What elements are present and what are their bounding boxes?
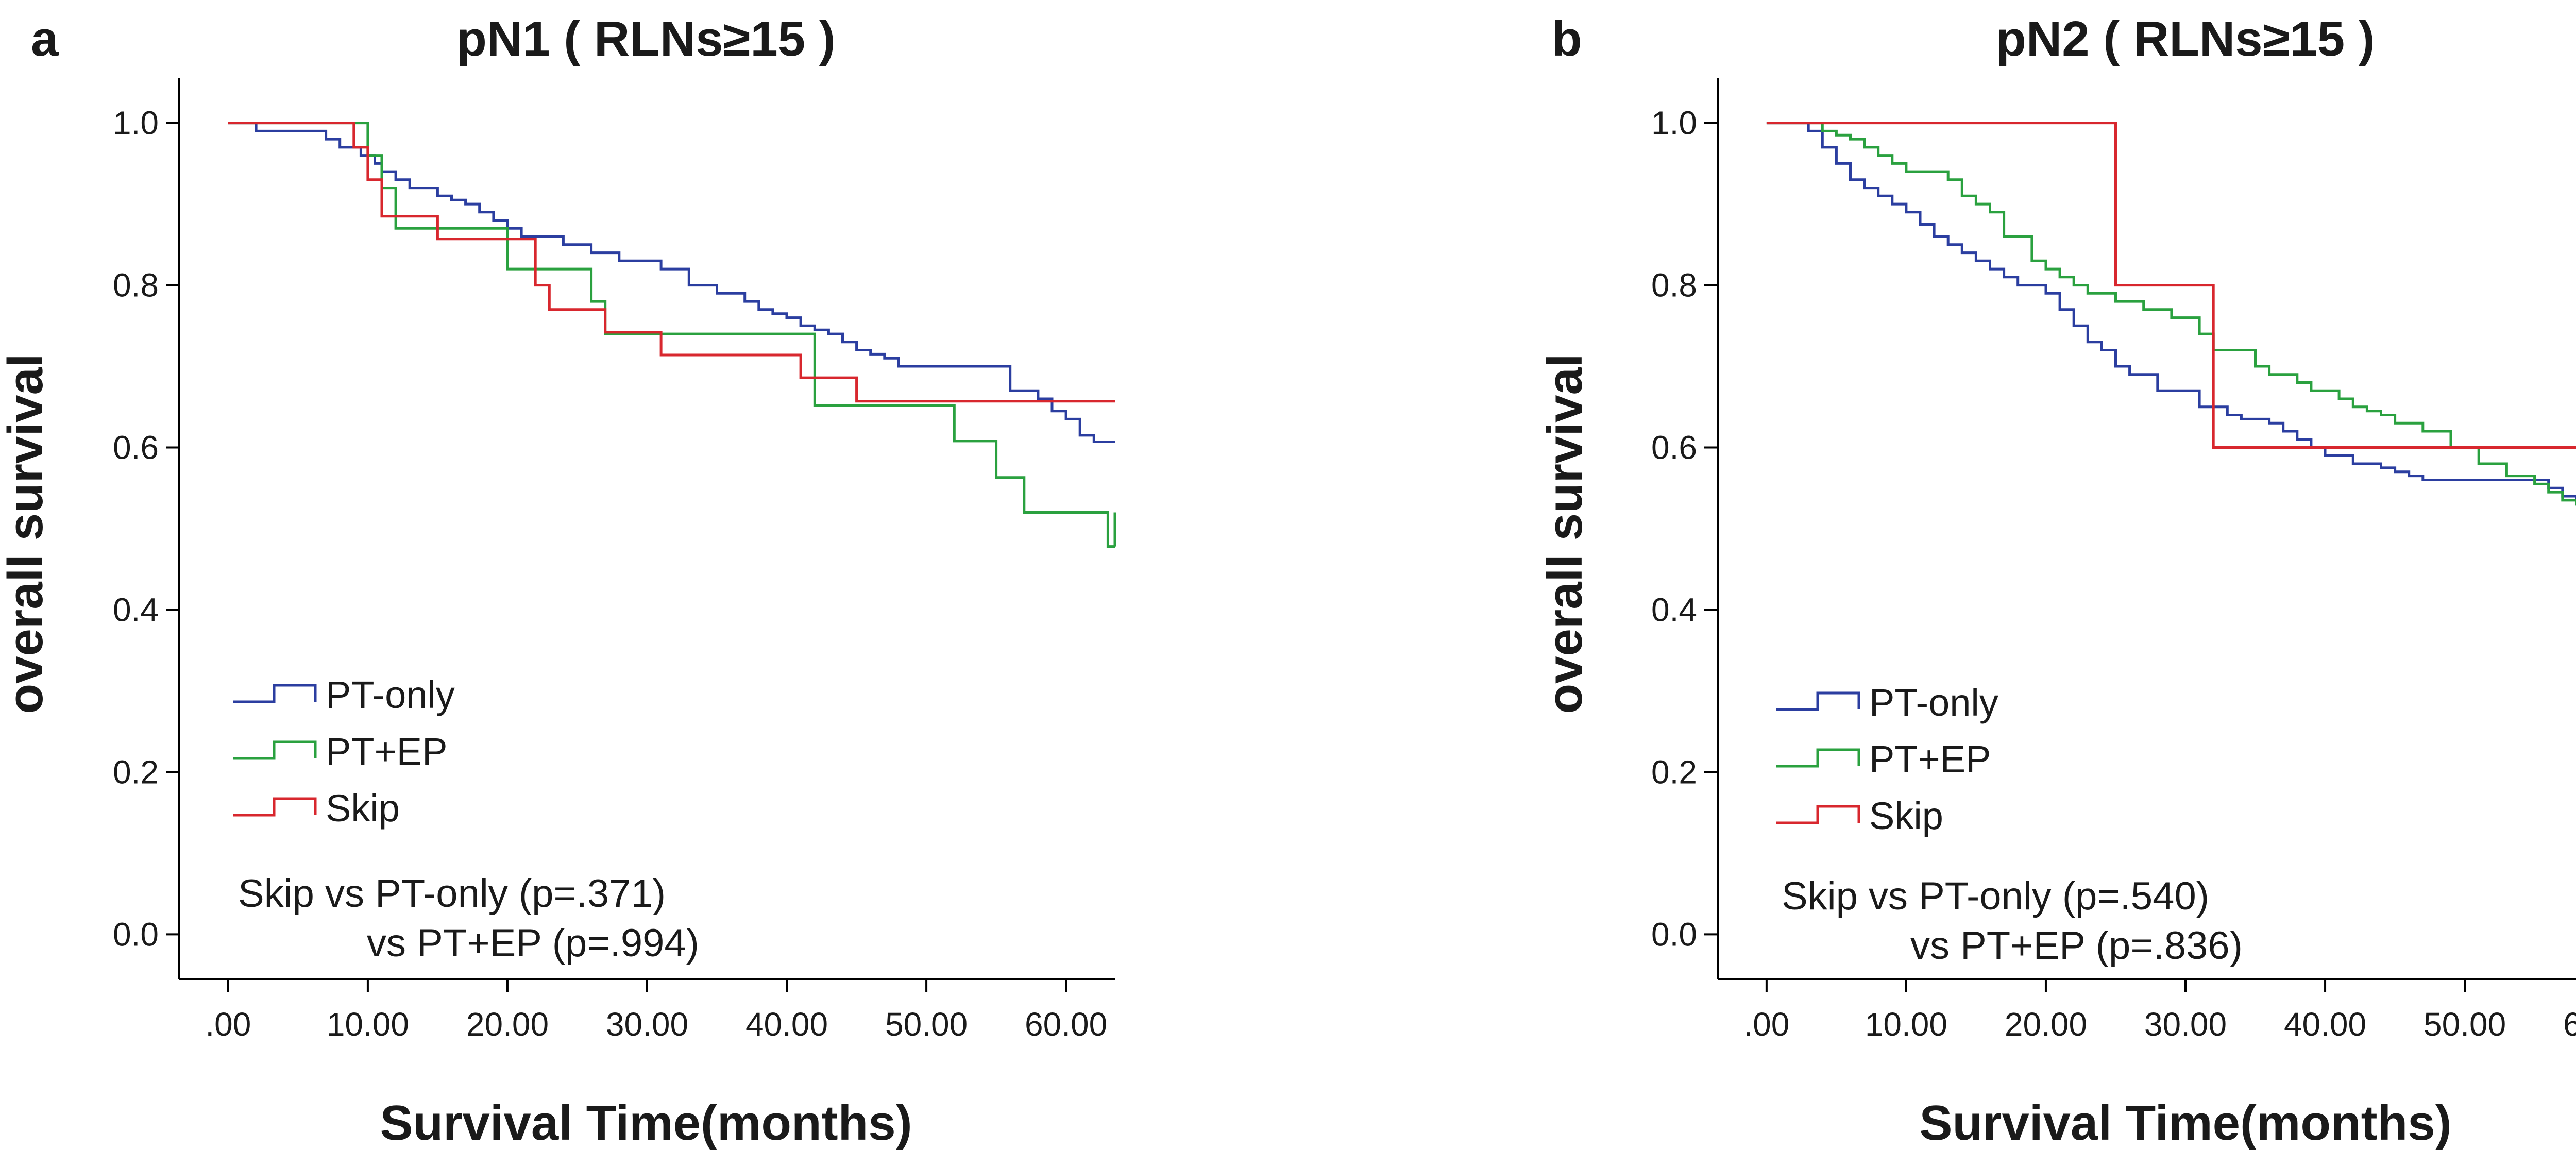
legend-swatch — [233, 740, 317, 760]
legend-label: PT+EP — [326, 730, 448, 773]
y-tick-label: 0.8 — [113, 267, 159, 304]
legend: PT-only PT+EP Skip — [1776, 681, 1998, 837]
annotation-line: Skip vs PT-only (p=.371) — [238, 872, 666, 916]
x-tick-label: 20.00 — [466, 1006, 549, 1043]
y-tick-label: 1.0 — [113, 105, 159, 142]
survival-curve-pt-ep — [228, 122, 1116, 548]
y-tick-label: 0.4 — [113, 591, 159, 628]
panel-label: a — [31, 11, 59, 66]
x-tick-label: 60.00 — [1025, 1006, 1107, 1043]
survival-curve-pt-only — [228, 122, 1115, 443]
panel-label: b — [1552, 11, 1582, 66]
x-tick-label: .00 — [205, 1006, 251, 1043]
x-tick-label: 20.00 — [2005, 1006, 2087, 1043]
x-tick-label: .00 — [1743, 1006, 1789, 1043]
legend-label: Skip — [1869, 795, 1943, 837]
legend-swatch — [233, 684, 317, 703]
x-tick-label: 30.00 — [2144, 1006, 2227, 1043]
annotation-line: Skip vs PT-only (p=.540) — [1782, 874, 2209, 918]
legend-label: PT-only — [1869, 681, 1998, 724]
survival-curve-pt-only — [1766, 122, 2576, 506]
y-axis-title: overall survival — [1537, 353, 1592, 714]
y-tick-label: 0.2 — [1651, 753, 1697, 790]
legend-label: Skip — [326, 787, 400, 830]
y-tick-label: 0.0 — [113, 916, 159, 953]
chart-panel-a: a pN1 ( RLNs≥15 ) 0.0 0.2 0.4 0.6 0.8 1.0 .00 10.… — [0, 11, 1116, 1151]
legend-swatch — [1776, 805, 1860, 824]
x-tick-label: 50.00 — [885, 1006, 968, 1043]
survival-curve-pt-ep — [1766, 122, 2576, 506]
p-value-annotation: Skip vs PT-only (p=.371) vs PT+EP (p=.994… — [238, 872, 699, 965]
y-tick-label: 0.2 — [113, 753, 159, 790]
x-tick-label: 40.00 — [745, 1006, 828, 1043]
y-tick-label: 0.4 — [1651, 591, 1697, 628]
p-value-annotation: Skip vs PT-only (p=.540) vs PT+EP (p=.836… — [1782, 874, 2243, 968]
annotation-line: vs PT+EP (p=.836) — [1910, 924, 2243, 968]
legend-swatch — [1776, 691, 1860, 711]
x-tick-label: 30.00 — [606, 1006, 688, 1043]
chart-title: pN2 ( RLNs≥15 ) — [1996, 11, 2375, 66]
legend-label: PT+EP — [1869, 738, 1991, 781]
y-tick-label: 0.0 — [1651, 916, 1697, 953]
x-tick-label: 10.00 — [1865, 1006, 1947, 1043]
y-tick-label: 0.6 — [113, 429, 159, 466]
x-tick-label: 50.00 — [2424, 1006, 2506, 1043]
survival-curve-skip — [1766, 122, 2576, 449]
x-axis-title: Survival Time(months) — [1919, 1095, 2451, 1151]
annotation-line: vs PT+EP (p=.994) — [367, 921, 699, 965]
x-tick-label: 60.00 — [2563, 1006, 2576, 1043]
y-tick-label: 1.0 — [1651, 105, 1697, 142]
x-axis-title: Survival Time(months) — [380, 1095, 912, 1151]
legend-swatch — [233, 797, 317, 817]
y-axis-title: overall survival — [0, 353, 53, 714]
x-tick-label: 40.00 — [2284, 1006, 2366, 1043]
legend-swatch — [1776, 748, 1860, 768]
chart-title: pN1 ( RLNs≥15 ) — [456, 11, 835, 66]
legend: PT-only PT+EP Skip — [233, 673, 455, 830]
y-tick-label: 0.8 — [1651, 267, 1697, 304]
chart-panel-b: b pN2 ( RLNs≥15 ) 0.0 0.2 0.4 0.6 0.8 1.0 .00 10.… — [1537, 11, 2576, 1151]
x-tick-label: 10.00 — [327, 1006, 409, 1043]
y-tick-label: 0.6 — [1651, 429, 1697, 466]
survival-curve-skip — [228, 122, 1115, 403]
legend-label: PT-only — [326, 673, 455, 716]
